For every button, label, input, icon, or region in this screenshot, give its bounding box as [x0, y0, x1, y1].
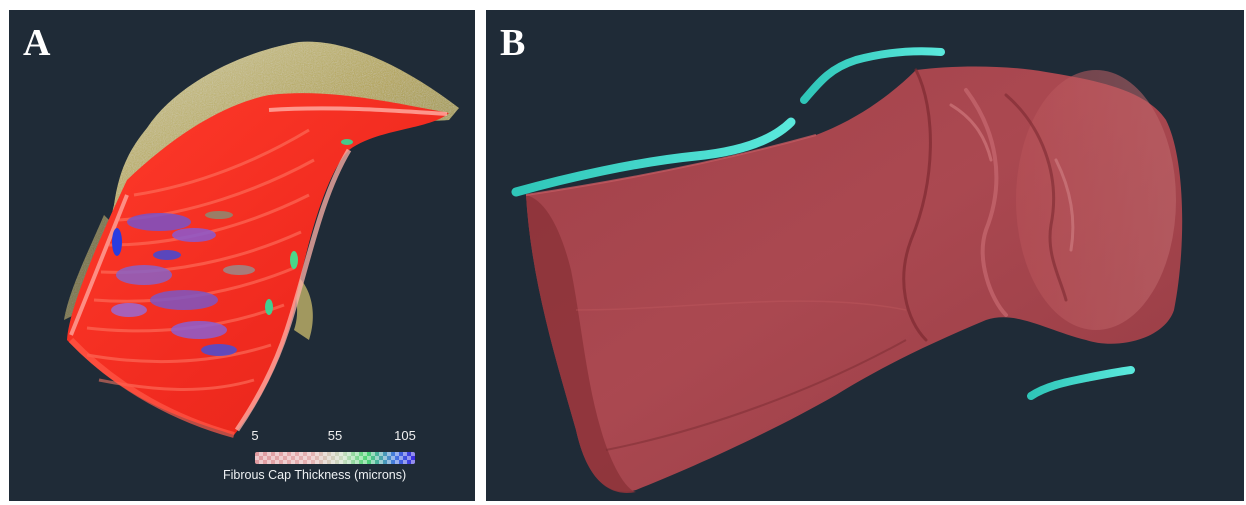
panel-b-label: B	[500, 22, 526, 64]
colorbar-title: Fibrous Cap Thickness (microns)	[223, 468, 407, 482]
panel-b: B	[486, 10, 1244, 501]
panel-a-label: A	[23, 22, 51, 64]
wall-ribs	[86, 128, 315, 391]
vessel-3d-render	[511, 47, 1183, 493]
calcification-bottom	[1027, 366, 1135, 400]
colorbar	[255, 452, 415, 464]
colorbar-ticks: 5 55 105	[221, 428, 461, 444]
calcification-long	[511, 117, 796, 197]
vessel-wall-surface	[67, 93, 449, 436]
thick-cap-patches	[111, 211, 255, 356]
colorbar-tick: 105	[394, 428, 416, 443]
colorbar-tick: 55	[327, 428, 343, 443]
panel-a: A	[9, 10, 475, 501]
vessel-right-end	[1016, 70, 1176, 330]
vessel-opening	[526, 195, 636, 493]
stenosis-folds	[902, 68, 1075, 342]
vessel-thickness-render	[64, 41, 459, 438]
colorbar-legend: 5 55 105 Fibrous Cap Thickness (microns)	[221, 428, 461, 482]
plaque-haze	[111, 41, 459, 237]
calcification-top	[800, 47, 945, 104]
colorbar-tick: 5	[251, 428, 259, 443]
